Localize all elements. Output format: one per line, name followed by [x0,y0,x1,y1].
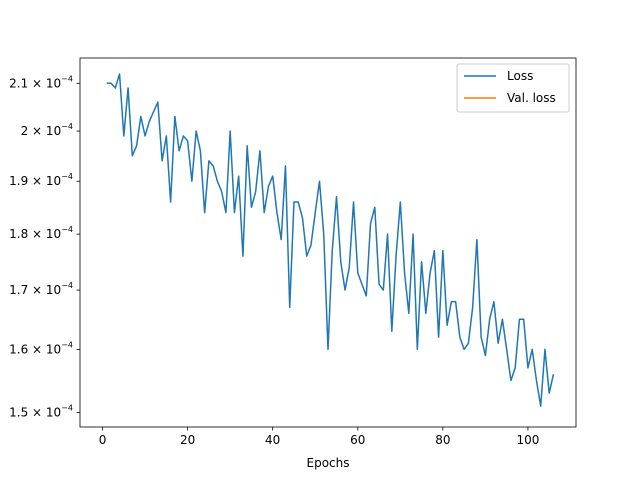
y-tick-label: 2.1 × 10−4 [9,74,73,90]
legend-label-val-loss: Val. loss [507,91,556,105]
x-axis-ticks: 0 20 40 60 80 100 [99,427,539,447]
y-tick-label: 1.7 × 10−4 [9,281,73,297]
x-tick-label: 60 [350,433,365,447]
y-axis-ticks: 1.5 × 10−4 1.6 × 10−4 1.7 × 10−4 1.8 × 10−4… [9,74,80,420]
legend: Loss Val. loss [456,63,570,113]
y-tick-label: 1.6 × 10−4 [9,340,73,356]
x-axis-label: Epochs [307,456,350,470]
x-tick-label: 0 [99,433,107,447]
x-tick-label: 40 [265,433,280,447]
axes-frame [79,57,577,428]
y-tick-label: 1.8 × 10−4 [9,225,73,241]
series-line-loss [106,73,555,407]
y-tick-label: 2 × 10−4 [21,122,73,138]
legend-label-loss: Loss [507,69,533,83]
x-tick-label: 100 [516,433,539,447]
x-tick-label: 20 [180,433,195,447]
y-tick-label: 1.9 × 10−4 [9,172,73,188]
x-tick-label: 80 [435,433,450,447]
y-tick-label: 1.5 × 10−4 [9,404,73,420]
plot-area [79,57,577,428]
